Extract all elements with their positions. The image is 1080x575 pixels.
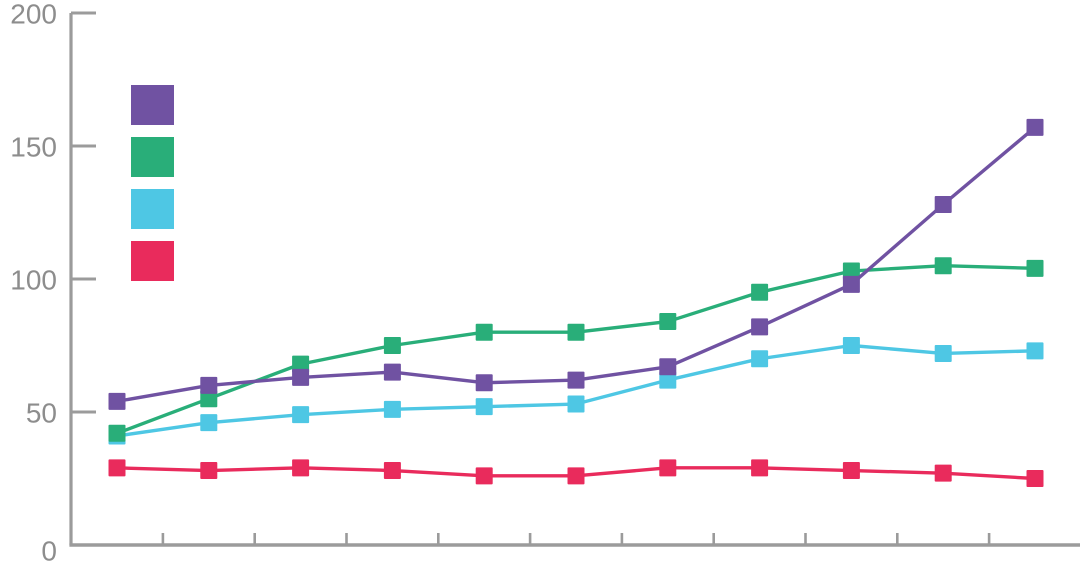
series-marker-green-series-10	[934, 257, 952, 275]
series-marker-red-series-7	[659, 459, 677, 477]
series-marker-red-series-1	[108, 459, 126, 477]
series-marker-green-series-7	[659, 313, 677, 331]
series-marker-green-series-5	[475, 323, 493, 341]
series-marker-cyan-series-4	[383, 400, 401, 418]
series-marker-green-series-9	[842, 262, 860, 280]
series-marker-purple-series-6	[567, 371, 585, 389]
series-marker-cyan-series-5	[475, 398, 493, 416]
series-marker-purple-series-2	[200, 376, 218, 394]
series-marker-green-series-1	[108, 424, 126, 442]
series-marker-green-series-6	[567, 323, 585, 341]
series-marker-red-series-9	[842, 462, 860, 480]
series-marker-red-series-10	[934, 464, 952, 482]
series-marker-green-series-4	[383, 337, 401, 354]
series-marker-red-series-2	[200, 462, 218, 480]
series-line-cyan-series	[115, 343, 1037, 438]
series-marker-purple-series-11	[1026, 118, 1044, 136]
series-marker-purple-series-7	[659, 358, 677, 376]
series-marker-cyan-series-10	[934, 344, 952, 362]
series-marker-cyan-series-2	[200, 414, 218, 432]
y-tick-label: 150	[10, 131, 57, 162]
series-marker-red-series-5	[475, 467, 493, 485]
series-marker-green-series-8	[751, 283, 769, 301]
series-marker-red-series-3	[292, 459, 310, 477]
series-marker-purple-series-10	[934, 196, 952, 214]
series-line-purple-series	[115, 125, 1037, 404]
y-tick-label: 0	[41, 535, 57, 566]
series-marker-purple-series-9	[842, 275, 860, 293]
y-tick-label: 50	[26, 397, 57, 428]
series-marker-purple-series-3	[292, 368, 310, 386]
series-marker-green-series-3	[292, 355, 310, 373]
y-tick-label: 200	[10, 0, 57, 29]
legend-swatch-green-series	[131, 137, 174, 177]
legend-swatch-cyan-series	[131, 189, 174, 229]
series-marker-red-series-4	[383, 462, 401, 480]
series-marker-red-series-8	[751, 459, 769, 477]
series-marker-cyan-series-11	[1026, 342, 1044, 360]
series-marker-cyan-series-7	[659, 371, 677, 389]
series-marker-green-series-11	[1026, 259, 1044, 277]
series-marker-cyan-series-9	[842, 337, 860, 354]
series-marker-purple-series-5	[475, 374, 493, 392]
y-tick-label: 100	[10, 264, 57, 295]
series-marker-purple-series-1	[108, 392, 126, 410]
series-marker-purple-series-4	[383, 363, 401, 381]
legend-swatch-red-series	[131, 241, 174, 281]
series-marker-cyan-series-6	[567, 395, 585, 413]
series-marker-red-series-11	[1026, 470, 1044, 487]
series-marker-green-series-2	[200, 390, 218, 408]
legend-swatch-purple-series	[131, 85, 174, 125]
series-marker-cyan-series-8	[751, 350, 769, 368]
series-marker-red-series-6	[567, 467, 585, 485]
series-marker-cyan-series-3	[292, 406, 310, 424]
series-marker-purple-series-8	[751, 318, 769, 336]
